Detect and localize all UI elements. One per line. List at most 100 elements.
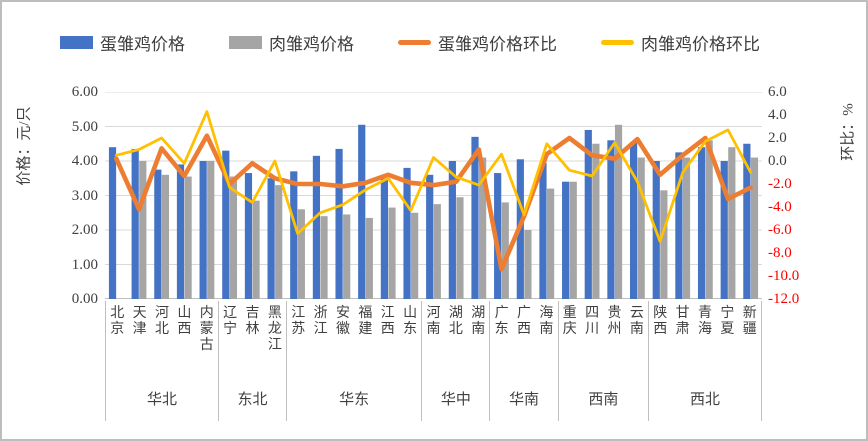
bar-meat-chick-price	[139, 161, 147, 299]
province-label: 陕西	[653, 306, 668, 337]
bar-meat-chick-price	[705, 140, 713, 299]
bar-egg-chick-price	[403, 167, 411, 299]
bar-egg-chick-price	[290, 171, 298, 299]
bar-meat-chick-price	[524, 230, 532, 299]
bar-egg-chick-price	[607, 140, 615, 299]
legend-line-swatch-icon	[601, 40, 634, 45]
bar-meat-chick-price	[365, 217, 373, 299]
right-axis-tick: 4.0	[768, 107, 787, 123]
legend-label: 肉雏鸡价格	[269, 35, 354, 54]
left-axis-tick: 6.00	[71, 84, 98, 100]
legend-label: 蛋雏鸡价格环比	[438, 35, 557, 54]
chart-legend: 蛋雏鸡价格 肉雏鸡价格 蛋雏鸡价格环比 肉雏鸡价格环比	[60, 30, 760, 55]
left-axis-tick: 4.00	[71, 153, 98, 169]
region-label: 东北	[237, 392, 268, 408]
bar-egg-chick-price	[380, 178, 388, 299]
region-group: 广东 广西 海南 华南	[489, 301, 557, 421]
left-axis-title: 价格：元/只	[16, 106, 33, 186]
province-label: 新疆	[742, 306, 757, 337]
province-label: 天津	[132, 306, 147, 337]
province-label: 宁夏	[720, 306, 735, 337]
line-egg-chick-price-mom	[114, 133, 754, 272]
bar-egg-chick-price	[720, 161, 728, 299]
left-axis-tick: 1.00	[71, 256, 98, 273]
province-label: 山东	[403, 306, 418, 337]
bar-egg-chick-price	[267, 178, 275, 299]
province-label: 江苏	[291, 306, 306, 337]
province-label: 河北	[154, 306, 169, 337]
bar-meat-chick-price	[614, 124, 623, 299]
x-axis-labels: 北京 天津 河北 山西 内蒙古 华北 辽宁 吉林 黑龙江 东北 江苏 浙江 安徽 福建 江西 山东 华东 河南 湖北…	[105, 301, 762, 421]
bar-meat-chick-price	[161, 174, 170, 299]
bar-meat-chick-price	[252, 200, 260, 299]
province-label: 福建	[358, 306, 373, 337]
bar-egg-chick-price	[108, 147, 117, 299]
bar-egg-chick-price	[312, 155, 321, 299]
right-axis-tick: -12.0	[768, 291, 800, 307]
bar-meat-chick-price	[388, 207, 396, 299]
region-label: 西北	[690, 392, 721, 408]
bar-egg-chick-price	[335, 148, 343, 299]
province-label: 甘肃	[675, 306, 690, 337]
bar-meat-chick-price	[501, 202, 509, 299]
bar-egg-chick-price	[176, 164, 185, 299]
right-axis-tick: -2.0	[768, 176, 792, 192]
province-label: 山西	[177, 306, 192, 337]
legend-bar-swatch-icon	[229, 36, 262, 49]
right-axis-title: 环比：%	[840, 103, 857, 161]
bar-meat-chick-price	[456, 197, 464, 299]
province-row: 广东 广西 海南	[490, 301, 557, 338]
province-row: 重庆 四川 贵州 云南	[559, 301, 649, 338]
left-axis-tick: 2.00	[71, 222, 98, 238]
region-group: 江苏 浙江 安徽 福建 江西 山东华东	[286, 301, 421, 421]
bar-egg-chick-price	[448, 161, 456, 299]
right-axis-tick: 2.0	[768, 130, 787, 146]
province-label: 吉林	[245, 306, 260, 337]
province-label: 安徽	[335, 306, 350, 337]
bar-meat-chick-price	[229, 176, 238, 299]
bar-egg-chick-price	[743, 143, 751, 299]
bar-egg-chick-price	[131, 148, 139, 299]
province-label: 内蒙古	[199, 306, 214, 353]
province-label: 海南	[539, 306, 554, 337]
left-axis-tick: 0.00	[71, 291, 98, 307]
province-label: 辽宁	[223, 306, 238, 337]
bar-meat-chick-price	[750, 157, 759, 299]
bar-egg-chick-price	[584, 129, 592, 299]
bar-egg-chick-price	[222, 150, 230, 299]
line-meat-chick-price-mom	[114, 110, 753, 243]
province-row: 辽宁 吉林 黑龙江	[219, 301, 286, 354]
province-label: 黑龙江	[267, 306, 282, 353]
province-label: 四川	[585, 306, 600, 337]
province-row: 北京 天津 河北 山西 内蒙古	[106, 301, 218, 354]
legend-line-swatch-icon	[398, 40, 431, 45]
right-axis-tick: 6.0	[768, 84, 787, 100]
bar-egg-chick-price	[494, 173, 502, 299]
bar-egg-chick-price	[629, 142, 638, 299]
right-axis-tick: -4.0	[768, 199, 792, 215]
bar-meat-chick-price	[343, 214, 351, 299]
legend-item: 肉雏鸡价格	[229, 30, 354, 55]
province-label: 云南	[629, 306, 644, 337]
bar-egg-chick-price	[539, 162, 547, 299]
province-label: 浙江	[313, 306, 328, 337]
region-group: 陕西 甘肃 青海 宁夏 新疆 西北	[648, 301, 762, 421]
bar-meat-chick-price	[320, 216, 328, 299]
legend-item: 蛋雏鸡价格	[60, 30, 185, 55]
province-label: 河南	[426, 306, 441, 337]
province-row: 江苏 浙江 安徽 福建 江西 山东	[287, 301, 421, 338]
bar-meat-chick-price	[682, 157, 691, 299]
legend-label: 肉雏鸡价格环比	[641, 35, 760, 54]
legend-bar-swatch-icon	[60, 36, 93, 49]
region-label: 华中	[440, 392, 471, 408]
bar-meat-chick-price	[207, 161, 215, 299]
province-label: 江西	[380, 306, 395, 337]
right-axis-tick: -10.0	[768, 268, 800, 284]
region-label: 华东	[339, 392, 370, 408]
bar-meat-chick-price	[275, 185, 283, 299]
right-axis-tick: 0.0	[768, 153, 787, 169]
bar-meat-chick-price	[546, 188, 555, 299]
bar-meat-chick-price	[479, 157, 487, 299]
bar-egg-chick-price	[199, 161, 207, 299]
